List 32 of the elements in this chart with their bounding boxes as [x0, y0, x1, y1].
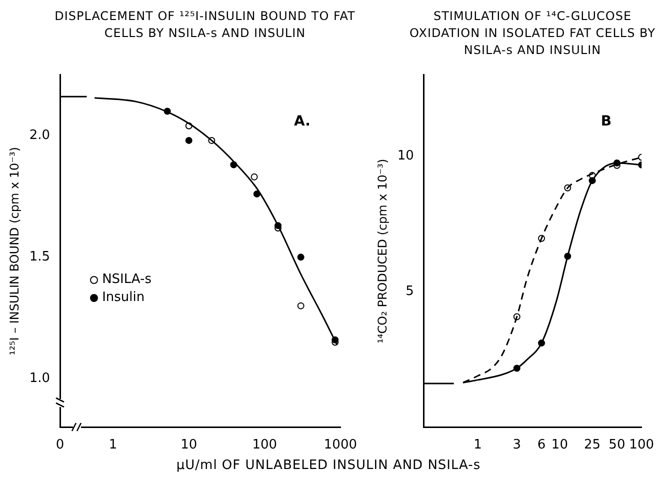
x-tick-label: 100 [252, 438, 278, 453]
x-tick-label: 10 [180, 438, 198, 453]
legend-label: Insulin [101, 289, 146, 308]
x-tick-label: 25 [584, 438, 601, 453]
x-tick-label: 10 [551, 438, 568, 453]
x-tick-label: 1 [474, 438, 482, 453]
point [538, 234, 546, 242]
x-axis-title: μU/ml OF UNLABELED INSULIN AND NSILA-s [175, 458, 482, 473]
x-tick-label: 6 [537, 438, 546, 453]
x-tick-label: 3 [512, 438, 522, 453]
y-tick-label: 1.5 [29, 250, 50, 265]
x-tick-label: 50 [608, 438, 626, 453]
point [588, 172, 596, 179]
x-tick-label: 1 [108, 438, 118, 453]
point [513, 313, 520, 320]
chart-title: STIMULATION OF ¹⁴C-GLUCOSE OXIDATION IN ISOLATED FAT CELLS BY NSILA-s AND INSULIN [408, 8, 656, 59]
legend-label: NSILA-s [101, 271, 152, 290]
point [564, 252, 572, 260]
x-tick-label: 0 [56, 438, 64, 453]
point [513, 364, 520, 372]
x-tick-label: 100 [629, 438, 654, 453]
y-axis-title: ¹⁴CO₂ PRODUCED (cpm x 10⁻³) [375, 158, 390, 344]
point [538, 340, 546, 347]
annotation: B [600, 113, 612, 130]
point [564, 184, 572, 192]
y-tick-label: 1.0 [29, 371, 50, 386]
y-axis-title: ¹²⁵I – INSULIN BOUND (cpm x 10⁻³) [7, 146, 22, 356]
chart-title: DISPLACEMENT OF ¹²⁵I-INSULIN BOUND TO FAT CELLS BY NSILA-s AND INSULIN [54, 8, 356, 42]
y-tick-label: 2.0 [29, 128, 50, 143]
annotation: A. [294, 113, 310, 130]
x-tick-label: 1000 [324, 438, 358, 453]
y-tick-label: 5 [406, 284, 414, 300]
